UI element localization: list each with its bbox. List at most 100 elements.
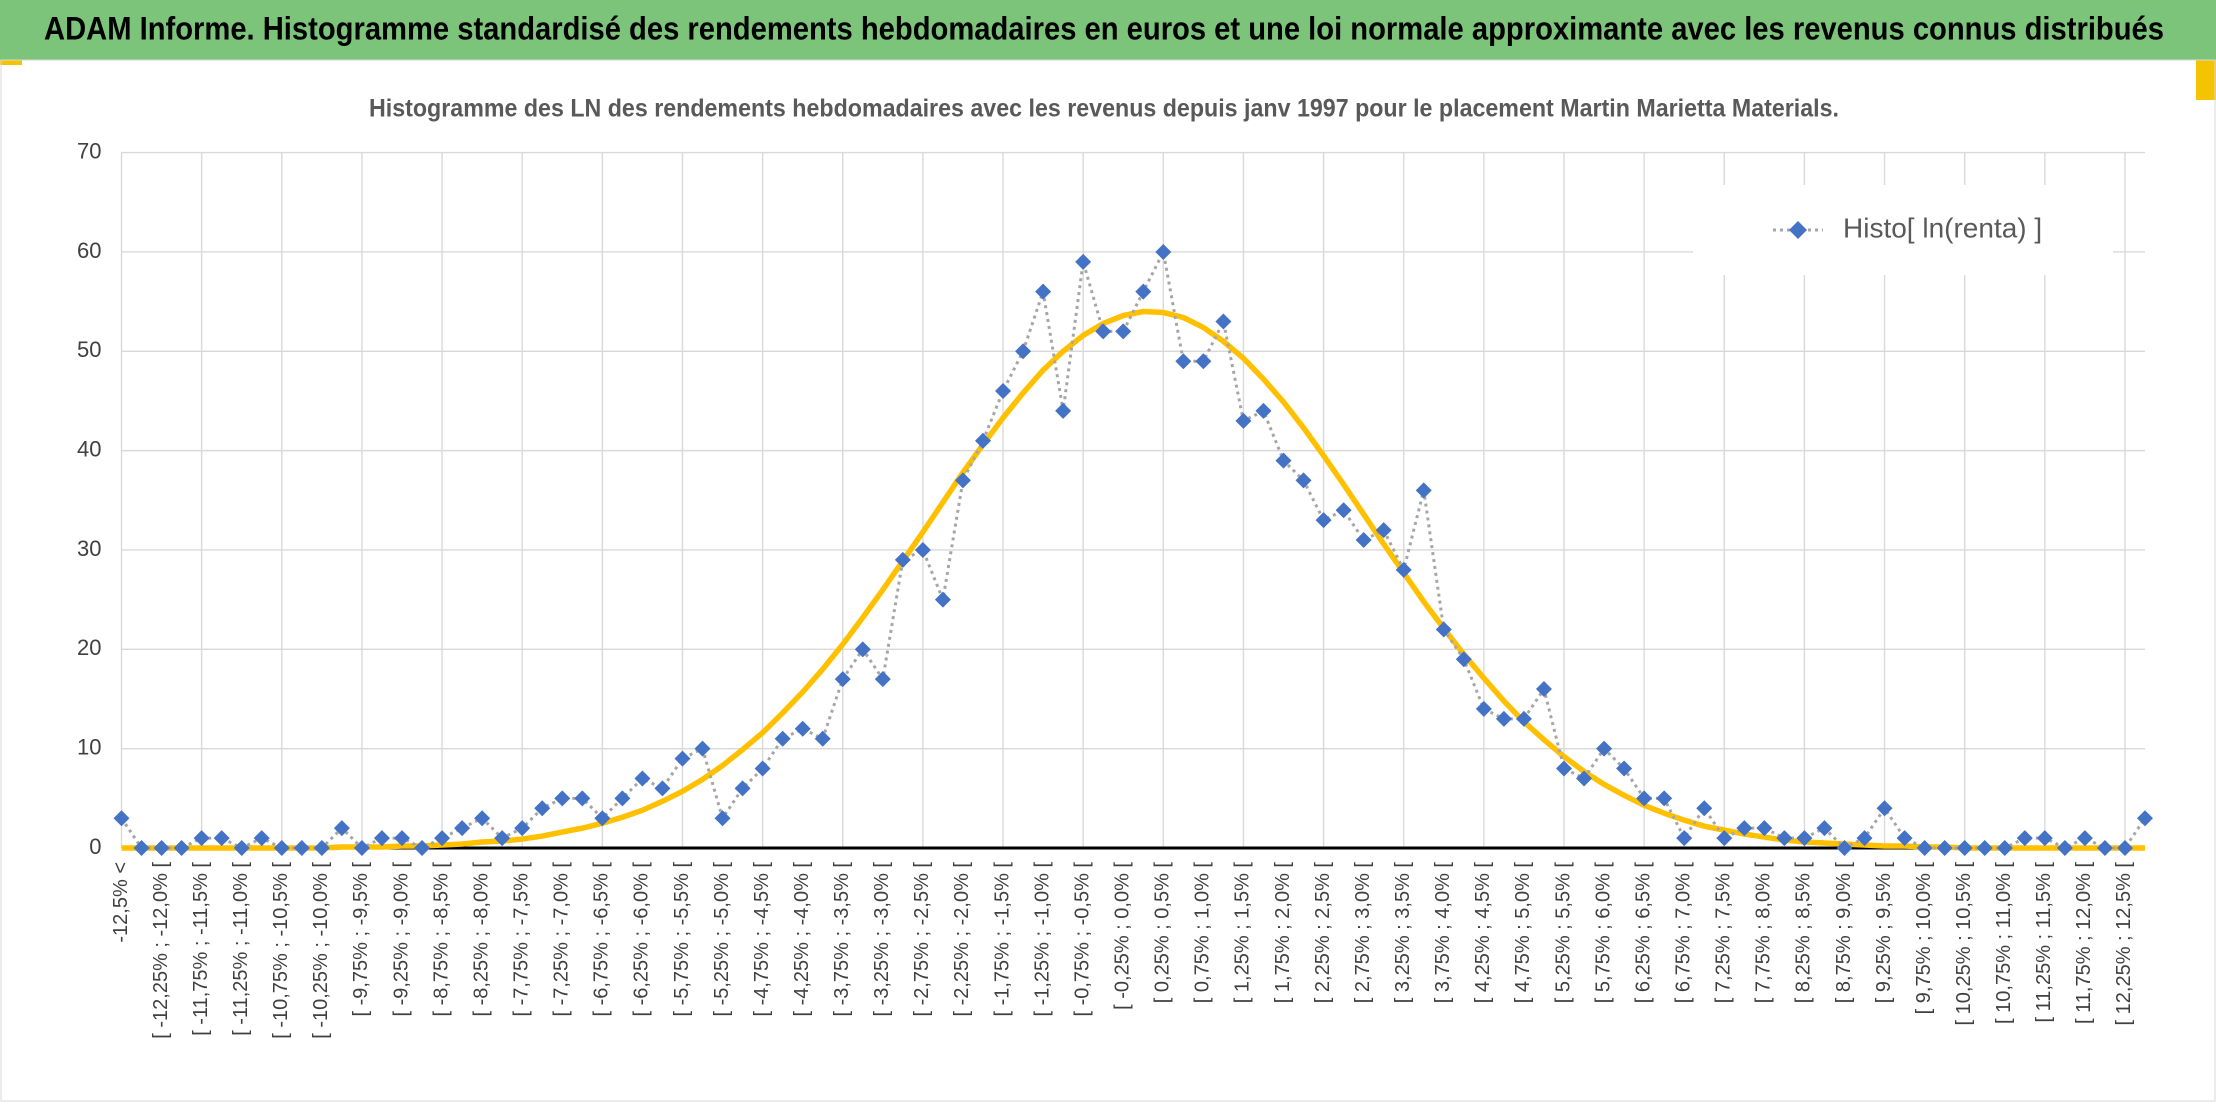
marker: [594, 810, 611, 827]
x-tick-label: [ 1,75% ; 2,0% [: [1272, 862, 1294, 1004]
x-tick-label: [ -4,25% ; -4,0% [: [791, 862, 813, 1017]
x-tick-label: [ 9,25% ; 9,5% [: [1873, 862, 1895, 1004]
x-tick-label: [ -1,75% ; -1,5% [: [991, 862, 1013, 1017]
legend-label: Histo[ ln(renta) ]: [1843, 212, 2042, 243]
marker: [1435, 621, 1452, 638]
marker: [1816, 820, 1833, 837]
marker: [554, 790, 571, 807]
marker: [494, 830, 511, 847]
marker: [1856, 830, 1873, 847]
x-tick-label: [ -10,75% ; -10,5% [: [270, 862, 292, 1039]
marker: [1195, 353, 1212, 370]
x-tick-label: [ -8,25% ; -8,0% [: [470, 862, 492, 1017]
y-tick-label: 30: [77, 536, 101, 561]
marker: [1255, 402, 1272, 419]
x-tick-label: [ 0,25% ; 0,5% [: [1152, 862, 1174, 1004]
marker: [1015, 343, 1032, 360]
marker: [1996, 840, 2013, 856]
x-tick-label: [ -7,25% ; -7,0% [: [551, 862, 573, 1017]
marker: [574, 790, 591, 807]
marker: [2036, 830, 2053, 847]
marker: [1716, 830, 1733, 847]
marker: [1455, 651, 1472, 668]
x-tick-label: [ 3,25% ; 3,5% [: [1392, 862, 1414, 1004]
x-tick-label: [ -11,75% ; -11,5% [: [190, 862, 212, 1036]
marker: [1916, 840, 1933, 856]
x-tick-label: [ -3,75% ; -3,5% [: [831, 862, 853, 1017]
marker: [654, 780, 671, 797]
x-tick-label: [ 4,75% ; 5,0% [: [1512, 862, 1534, 1004]
marker: [1836, 840, 1853, 856]
marker: [1555, 760, 1572, 777]
marker: [1355, 532, 1372, 549]
marker: [1796, 830, 1813, 847]
marker: [1736, 820, 1753, 837]
marker: [233, 840, 250, 856]
x-tick-label: [ 11,75% ; 12,0% [: [2073, 862, 2095, 1024]
y-tick-label: 0: [89, 834, 101, 859]
marker: [1495, 710, 1512, 727]
marker: [414, 840, 431, 856]
marker: [1415, 482, 1432, 499]
marker: [2056, 840, 2073, 856]
corner: [0, 60, 22, 65]
marker: [1475, 700, 1492, 717]
marker: [894, 551, 911, 568]
x-tick-label: [ -2,25% ; -2,0% [: [951, 862, 973, 1017]
chart-border: [0, 59, 2216, 1102]
marker: [1776, 830, 1793, 847]
marker: [2116, 840, 2133, 856]
x-tick-label: [ -4,75% ; -4,5% [: [751, 862, 773, 1017]
marker: [1756, 820, 1773, 837]
marker: [1235, 412, 1252, 429]
x-tick-label: [ 5,75% ; 6,0% [: [1592, 862, 1614, 1004]
marker: [373, 830, 390, 847]
marker: [995, 383, 1012, 400]
marker: [794, 720, 811, 737]
x-tick-label: [ -1,25% ; -1,0% [: [1031, 862, 1053, 1017]
marker: [1095, 323, 1112, 340]
x-tick-label: [ -12,25% ; -12,0% [: [150, 862, 172, 1039]
legend-bg: [1693, 185, 2113, 275]
marker: [674, 750, 691, 767]
x-tick-label: [ -0,75% ; -0,5% [: [1071, 862, 1093, 1017]
x-tick-label: [ -0,25% ; 0,0% [: [1112, 862, 1134, 1010]
marker: [434, 830, 451, 847]
marker: [113, 810, 130, 827]
x-tick-label: [ 4,25% ; 4,5% [: [1472, 862, 1494, 1004]
marker: [1295, 472, 1312, 489]
chart-title: Histogramme des LN des rendements hebdom…: [369, 95, 1839, 123]
marker: [1155, 243, 1172, 260]
marker: [1135, 283, 1152, 300]
marker: [694, 740, 711, 757]
marker: [1596, 740, 1613, 757]
x-tick-label: [ 12,25% ; 12,5% [: [2113, 862, 2135, 1026]
marker: [2076, 830, 2093, 847]
marker: [2016, 830, 2033, 847]
x-tick-label: [ 10,25% ; 10,5% [: [1953, 862, 1975, 1026]
x-tick-label: [ -10,25% ; -10,0% [: [310, 862, 332, 1039]
marker: [634, 770, 651, 787]
marker: [1976, 840, 1993, 856]
header-title: ADAM Informe. Histogramme standardisé de…: [44, 10, 2164, 46]
marker: [914, 541, 931, 558]
marker: [1315, 512, 1332, 529]
x-tick-label: [ -8,75% ; -8,5% [: [430, 862, 452, 1017]
marker: [1515, 710, 1532, 727]
marker: [454, 820, 471, 837]
marker: [954, 472, 971, 489]
x-tick-label: [ 5,25% ; 5,5% [: [1552, 862, 1574, 1004]
marker: [514, 820, 531, 837]
x-tick-label: [ 10,75% ; 11,0% [: [1993, 862, 2015, 1024]
x-tick-label: [ 1,25% ; 1,5% [: [1232, 862, 1254, 1004]
marker: [193, 830, 210, 847]
x-tick-label: [ 2,25% ; 2,5% [: [1312, 862, 1334, 1004]
marker: [2096, 840, 2113, 856]
marker: [2137, 810, 2153, 827]
legend-marker: [1789, 221, 1807, 239]
x-tick-label: [ -6,75% ; -6,5% [: [591, 862, 613, 1017]
x-tick-label: [ 7,25% ; 7,5% [: [1713, 862, 1735, 1004]
marker: [974, 432, 991, 449]
